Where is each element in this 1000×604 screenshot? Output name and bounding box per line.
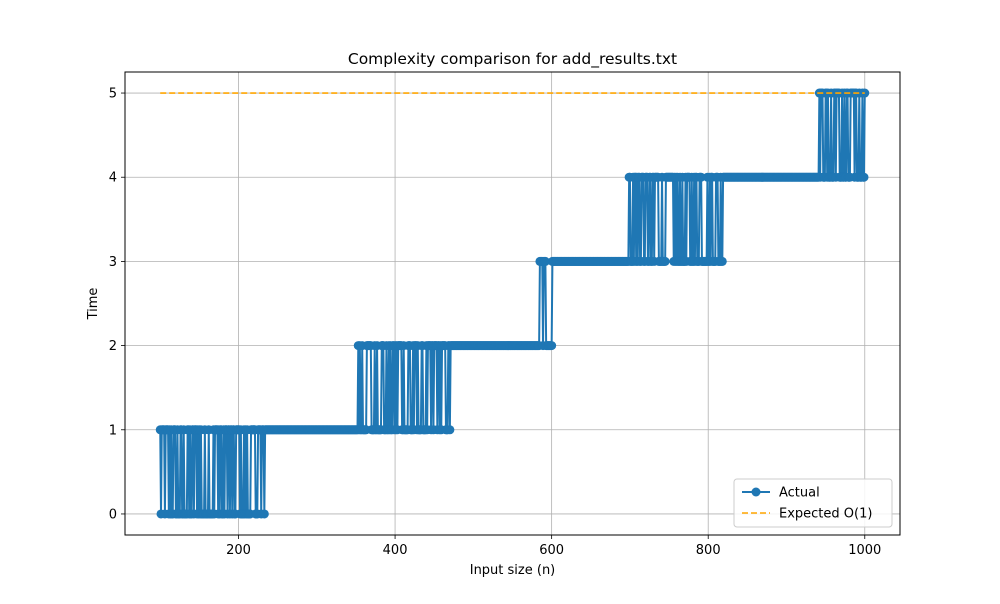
actual-point	[259, 509, 269, 519]
y-tick-label: 3	[109, 255, 117, 270]
axes-frame	[124, 71, 901, 536]
chart-title: Complexity comparison for add_results.tx…	[348, 50, 677, 69]
actual-point	[859, 172, 869, 182]
actual-point	[445, 425, 455, 435]
y-axis-label: Time	[86, 288, 101, 321]
legend-actual-marker	[751, 487, 761, 497]
legend-box	[733, 478, 893, 528]
x-tick-label: 1000	[848, 543, 881, 558]
y-tick-label: 1	[109, 423, 117, 438]
x-tick-label: 400	[383, 543, 408, 558]
actual-point	[717, 256, 727, 266]
legend-expected-label: Expected O(1)	[779, 507, 872, 522]
x-tick-label: 200	[226, 543, 251, 558]
y-tick-label: 2	[109, 339, 117, 354]
actual-point	[660, 256, 670, 266]
axis-ticks: 200 400 600 800 1000 0 1 2 3 4 5	[109, 87, 882, 558]
y-tick-label: 0	[109, 507, 117, 522]
x-axis-label: Input size (n)	[470, 563, 556, 578]
legend-actual-label: Actual	[779, 486, 820, 501]
x-tick-label: 800	[696, 543, 721, 558]
actual-point	[547, 341, 557, 351]
x-tick-label: 600	[539, 543, 564, 558]
actual-series-markers	[155, 88, 870, 519]
legend: Actual Expected O(1)	[733, 478, 893, 528]
actual-point	[540, 256, 550, 266]
actual-point	[696, 172, 706, 182]
y-tick-label: 5	[109, 87, 117, 102]
plot-area	[155, 88, 870, 519]
y-tick-label: 4	[109, 171, 117, 186]
